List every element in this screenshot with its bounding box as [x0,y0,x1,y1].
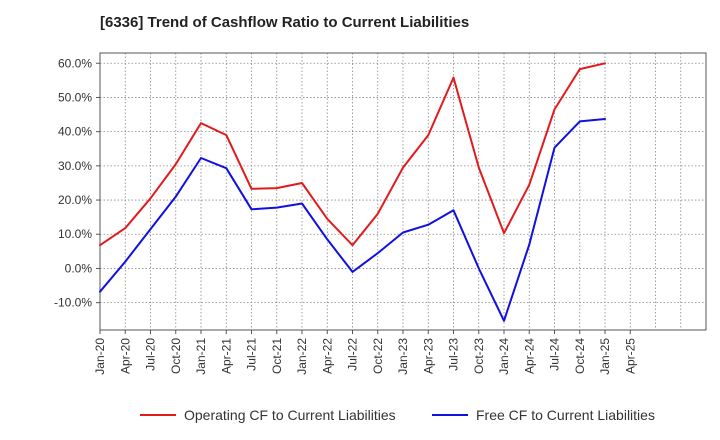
legend-label-operating-cf: Operating CF to Current Liabilities [184,407,396,423]
tick-layer: -10.0% 0.0% 10.0% 20.0% 30.0% 40.0% 50.0% 60.0%… [54,56,637,374]
x-tick-label: Jul-22 [346,338,360,371]
y-tick-label: 40.0% [58,125,92,139]
x-tick-label: Jan-22 [295,338,309,375]
x-tick-label: Oct-20 [169,338,183,374]
x-tick-label: Jul-24 [548,338,562,371]
legend-item-free-cf: Free CF to Current Liabilities [432,404,655,426]
x-tick-label: Jan-21 [194,338,208,375]
series-layer [99,62,606,322]
legend-item-operating-cf: Operating CF to Current Liabilities [140,404,396,426]
x-tick-label: Apr-21 [219,338,233,374]
legend: Operating CF to Current Liabilities Free… [0,404,720,426]
x-tick-label: Oct-24 [573,338,587,374]
x-tick-label: Jan-25 [598,338,612,375]
x-tick-label: Oct-21 [270,338,284,374]
x-tick-label: Jan-20 [93,338,107,375]
line-chart: -10.0% 0.0% 10.0% 20.0% 30.0% 40.0% 50.0% 60.0%… [54,52,707,375]
grid-layer [99,53,707,330]
chart-title: [6336] Trend of Cashflow Ratio to Curren… [100,14,470,31]
y-tick-label: 10.0% [58,227,92,241]
x-tick-label: Jul-20 [144,338,158,371]
y-tick-label: 20.0% [58,193,92,207]
y-tick-label: 30.0% [58,159,92,173]
legend-swatch-free-cf [432,414,468,416]
legend-label-free-cf: Free CF to Current Liabilities [476,407,655,423]
y-tick-label: 60.0% [58,56,92,70]
x-tick-label: Apr-25 [623,338,637,374]
y-tick-label: 0.0% [65,261,93,275]
x-tick-label: Oct-22 [371,338,385,374]
x-tick-label: Apr-22 [320,338,334,374]
y-tick-label: 50.0% [58,90,92,104]
x-tick-label: Apr-23 [421,338,435,374]
x-tick-label: Jul-21 [245,338,259,371]
x-tick-label: Jan-24 [497,338,511,375]
x-tick-label: Jul-23 [447,338,461,371]
x-tick-label: Apr-24 [522,338,536,374]
y-tick-label: -10.0% [54,296,92,310]
series-line-free-cf [99,118,606,322]
x-tick-label: Oct-23 [472,338,486,374]
x-tick-label: Jan-23 [396,338,410,375]
axis-layer [96,52,707,334]
series-line-operating-cf [99,62,606,247]
legend-swatch-operating-cf [140,414,176,416]
x-tick-label: Apr-20 [118,338,132,374]
